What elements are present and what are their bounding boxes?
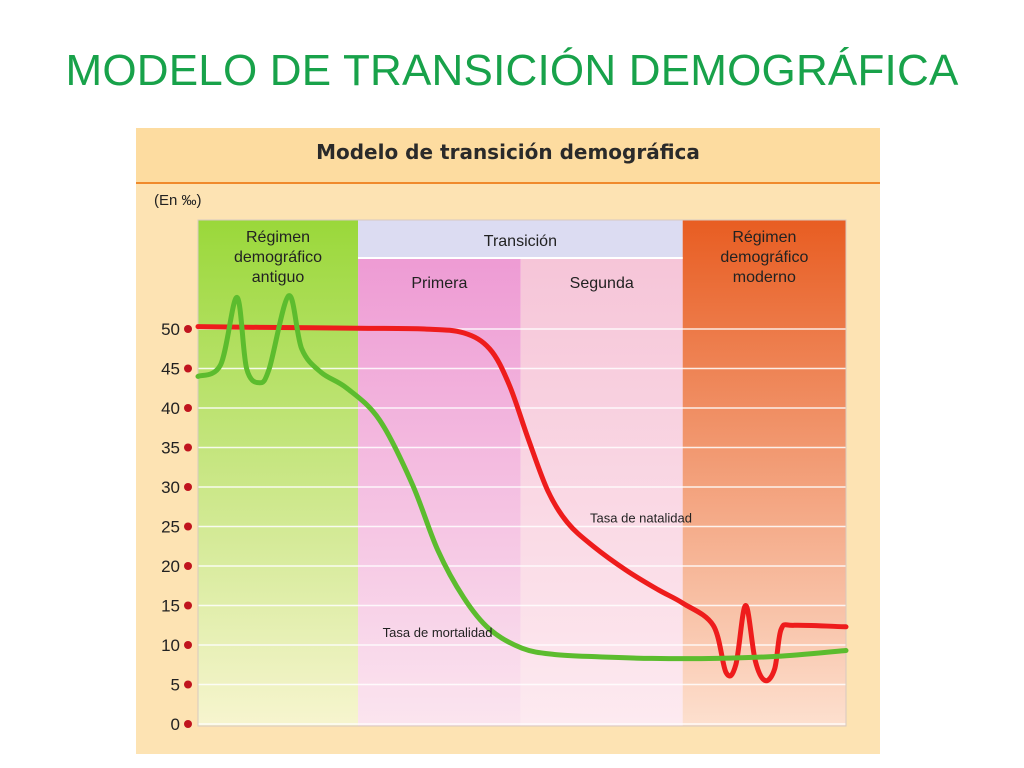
y-tick-dot-0 [184, 720, 192, 728]
demographic-transition-chart: Régimen demográfico antiguo Transición Prime… [161, 219, 849, 734]
series-line-tasa-de-natalidad [195, 324, 849, 684]
chart-title: Modelo de transición demográfica [316, 140, 700, 164]
y-tick-dot-10 [184, 641, 192, 649]
phase-band-regimen-demografico-antiguo [198, 220, 359, 726]
phase-label-regimen-demografico-antiguo: Régimen demográfico antiguo [234, 229, 322, 286]
phase-label-primera: Primera [411, 275, 467, 292]
phase-label-transicion: Transición [484, 233, 557, 250]
y-tick-dot-50 [184, 325, 192, 333]
phase-band-primera [358, 258, 521, 726]
phase-label-regimen-demografico-moderno: Régimen demográfico moderno [720, 229, 808, 286]
y-tick-label-35: 35 [161, 439, 180, 458]
y-tick-label-20: 20 [161, 557, 180, 576]
y-tick-label-10: 10 [161, 636, 180, 655]
y-tick-dot-15 [184, 601, 192, 610]
y-axis-unit-label: (En ‰) [154, 192, 202, 209]
y-tick-label-50: 50 [161, 320, 180, 339]
y-tick-dot-30 [184, 483, 192, 491]
y-tick-dot-5 [184, 680, 192, 689]
y-tick-label-5: 5 [171, 676, 180, 695]
y-tick-dot-25 [184, 522, 192, 531]
phase-label-segunda: Segunda [570, 275, 634, 292]
y-tick-label-15: 15 [161, 597, 180, 616]
plot-border [197, 219, 847, 727]
annotation-tasa-de-mortalidad: Tasa de mortalidad [383, 625, 493, 640]
y-tick-label-30: 30 [161, 478, 180, 497]
chart-header: Modelo de transición demográfica [136, 128, 880, 184]
y-tick-label-0: 0 [171, 715, 180, 734]
chart-frame: Modelo de transición demográfica (En ‰) … [136, 128, 880, 754]
y-tick-dot-40 [184, 404, 192, 412]
y-tick-label-45: 45 [161, 360, 180, 379]
phase-band-regimen-demografico-moderno [682, 220, 846, 726]
y-tick-label-40: 40 [161, 399, 180, 418]
phase-band-transicion [358, 220, 683, 258]
slide-title: MODELO DE TRANSICIÓN DEMOGRÁFICA [65, 46, 959, 95]
y-tick-label-25: 25 [161, 518, 180, 537]
series-line-tasa-de-mortalidad [195, 293, 849, 662]
y-tick-dot-45 [184, 364, 192, 373]
y-tick-dot-35 [184, 443, 192, 452]
annotation-tasa-de-natalidad: Tasa de natalidad [590, 511, 692, 526]
y-tick-dot-20 [184, 562, 192, 570]
